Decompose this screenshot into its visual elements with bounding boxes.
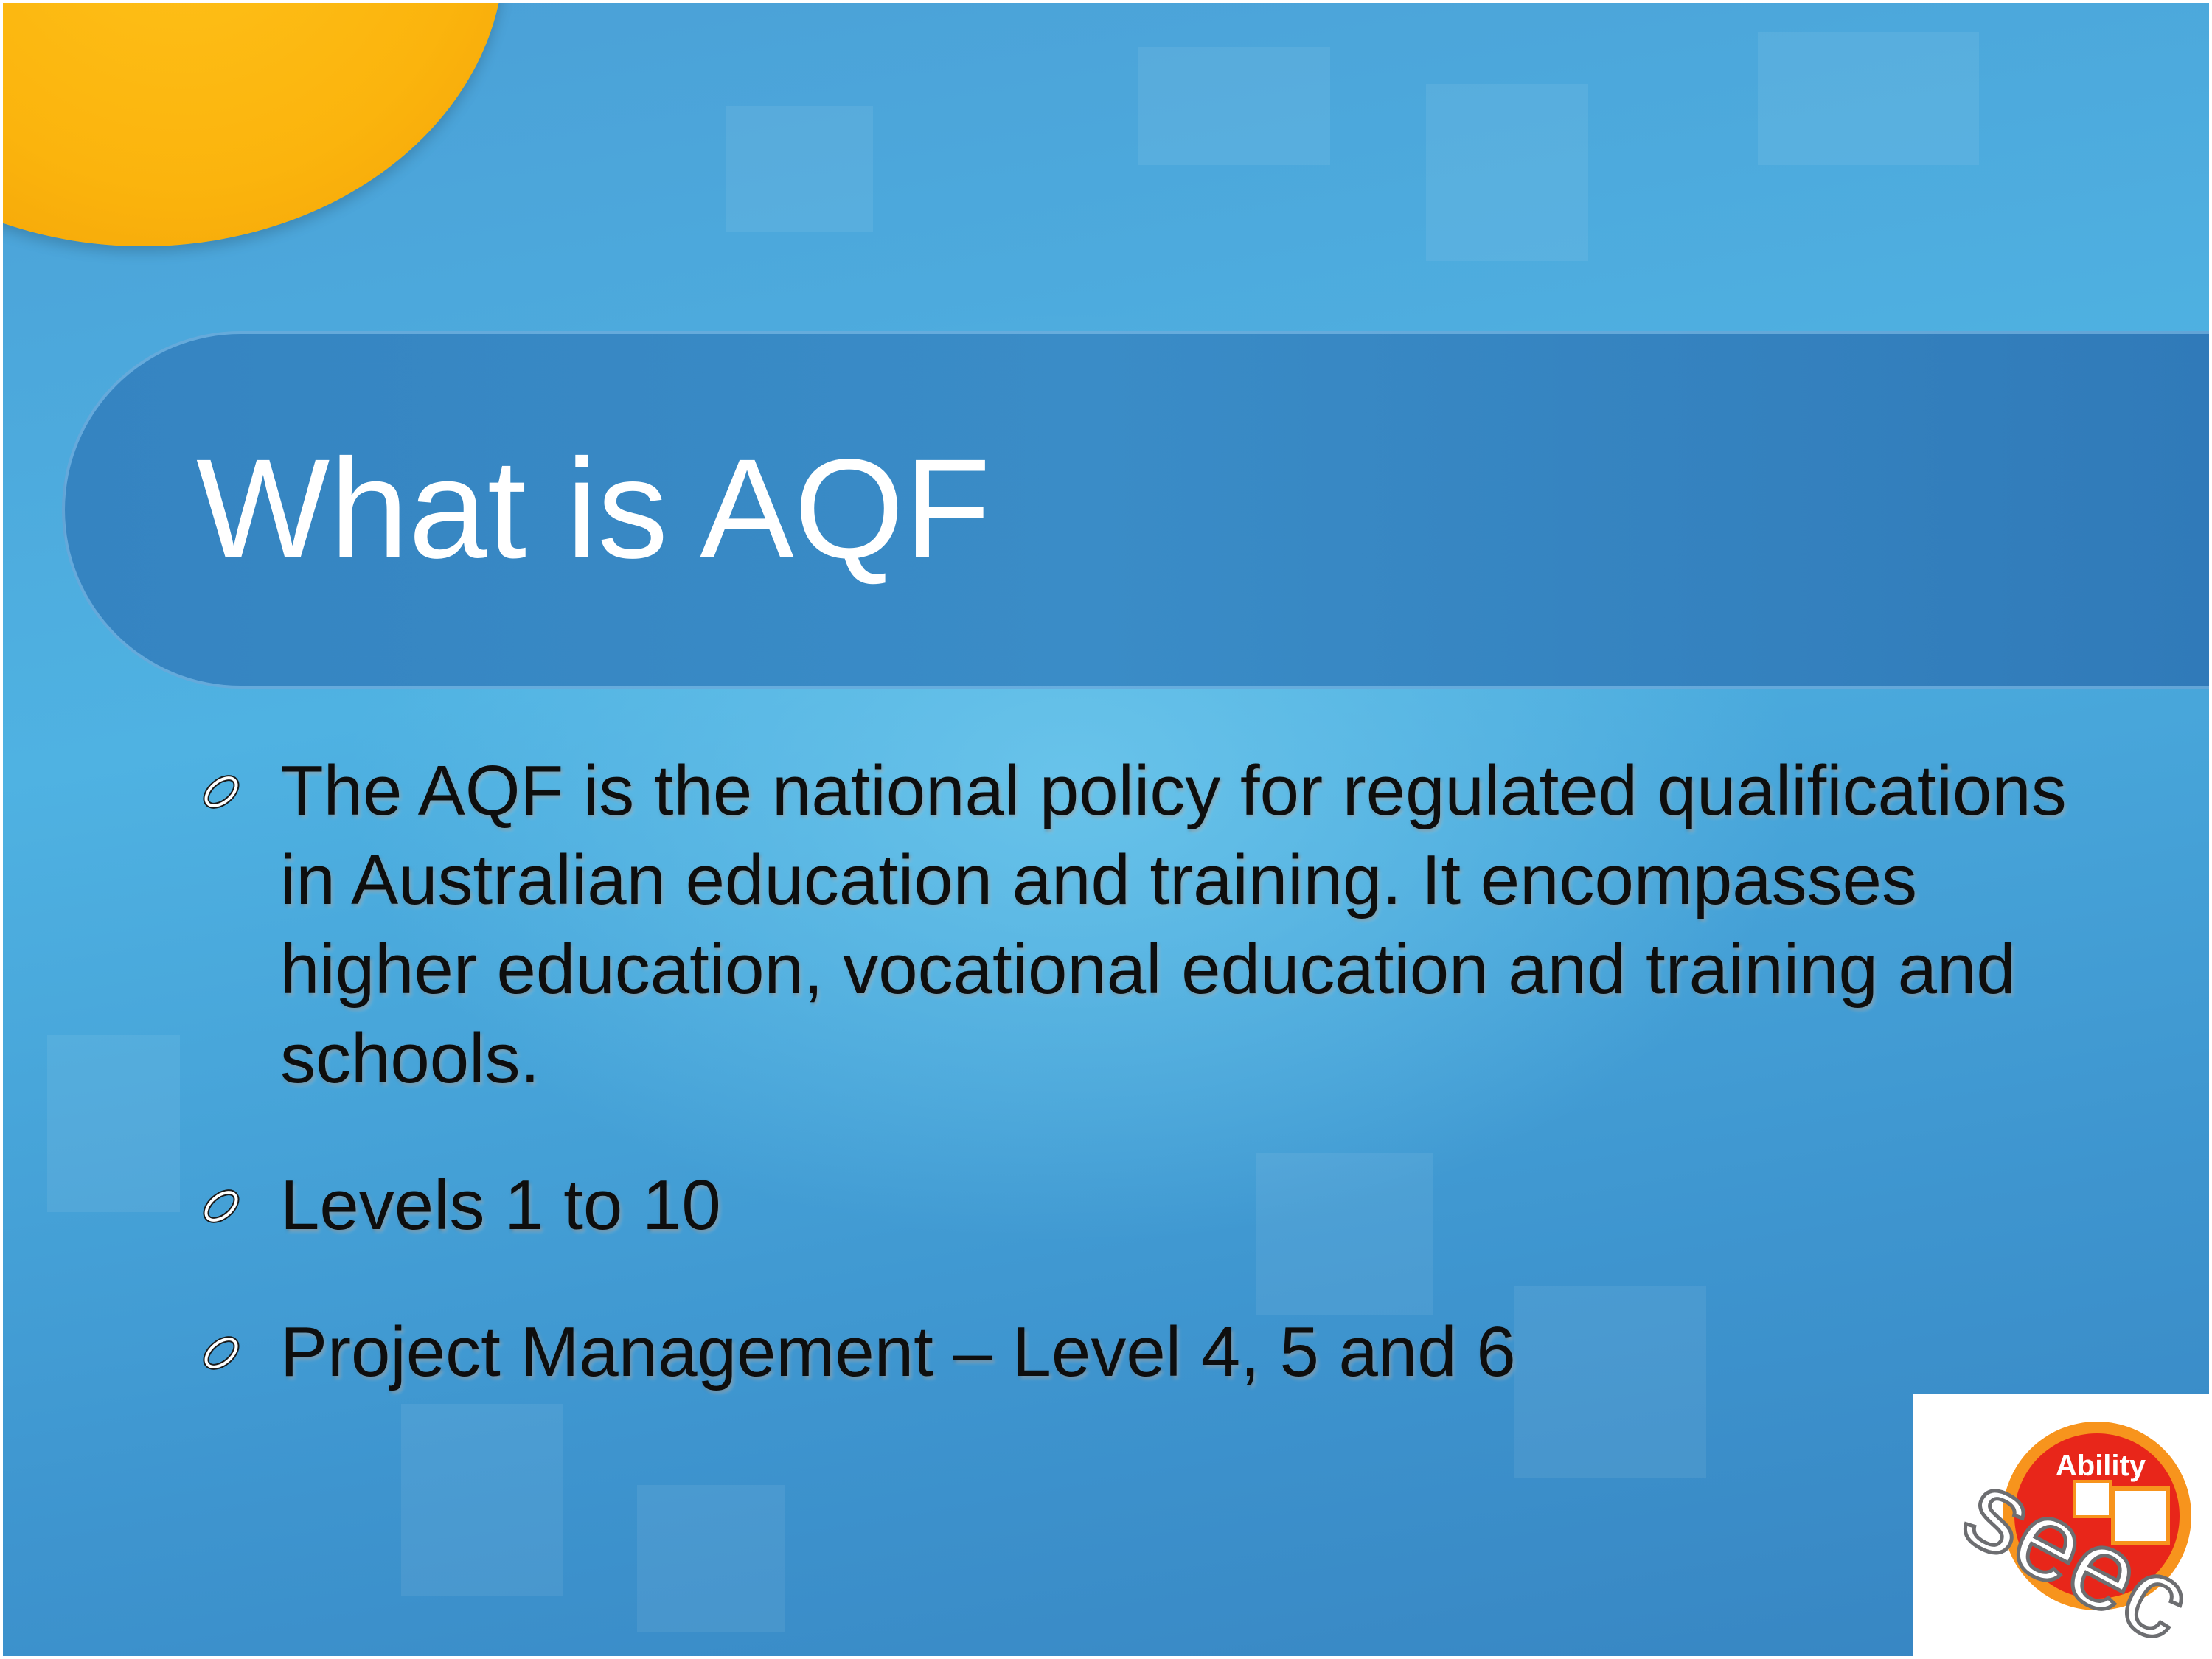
- background-tile: [1426, 84, 1588, 261]
- slide-title: What is AQF: [196, 429, 991, 588]
- bullet-text: The AQF is the national policy for regul…: [280, 751, 2067, 1098]
- background-tile: [726, 106, 873, 232]
- ability-seec-logo: Ability seec: [1913, 1394, 2209, 1656]
- slide: What is AQF The AQF is the national poli…: [3, 3, 2209, 1656]
- bullet-item: Project Management – Level 4, 5 and 6: [195, 1307, 2097, 1397]
- background-tile: [1138, 47, 1330, 165]
- bullet-text: Levels 1 to 10: [280, 1166, 721, 1245]
- bullet-text: Project Management – Level 4, 5 and 6: [280, 1312, 1516, 1391]
- ring-bullet-icon: [203, 1189, 240, 1223]
- title-band: [62, 331, 2209, 689]
- background-tile: [637, 1485, 785, 1632]
- background-tile: [47, 1035, 180, 1212]
- background-tile: [1514, 1286, 1706, 1478]
- ring-bullet-icon: [203, 1336, 240, 1370]
- background-tile: [1256, 1153, 1433, 1315]
- bullet-item: Levels 1 to 10: [195, 1161, 2097, 1250]
- background-tile: [1758, 32, 1979, 165]
- background-tile: [401, 1404, 563, 1596]
- ring-bullet-icon: [203, 775, 240, 809]
- sun-shape: [3, 3, 504, 246]
- logo-top-word: Ability: [2056, 1450, 2146, 1482]
- logo-graphic: Ability seec: [1944, 1422, 2209, 1656]
- bullet-list: The AQF is the national policy for regul…: [195, 746, 2097, 1454]
- bullet-item: The AQF is the national policy for regul…: [195, 746, 2097, 1103]
